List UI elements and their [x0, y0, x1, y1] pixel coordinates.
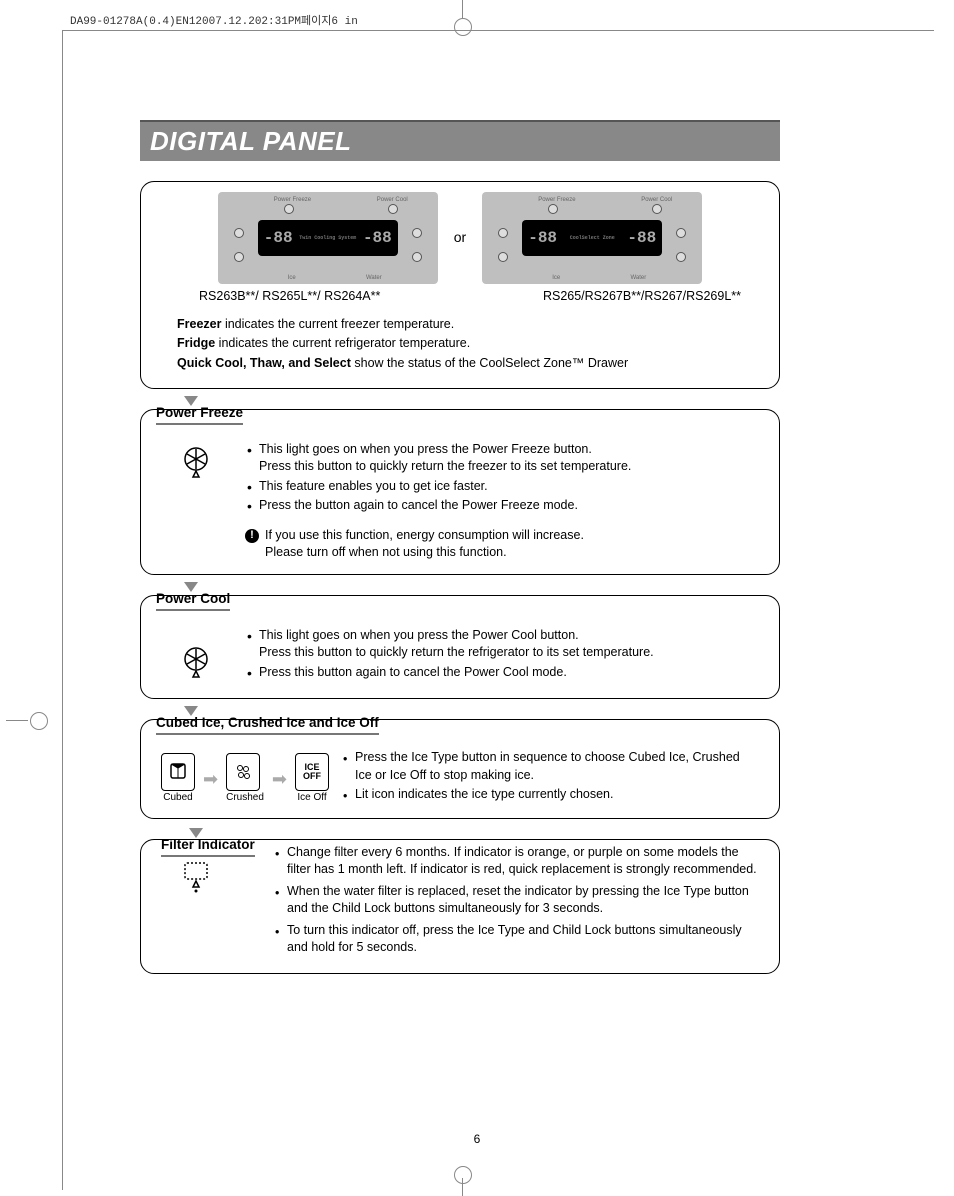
- arrow-icon: ➡: [272, 767, 287, 792]
- power-freeze-box: Power Freeze This light goes on when you…: [140, 409, 780, 575]
- panel-label: Water: [366, 274, 382, 282]
- bullet: Lit icon indicates the ice type currentl…: [343, 786, 759, 804]
- panel-description: Freezer indicates the current freezer te…: [177, 316, 759, 373]
- section-title: Filter Indicator: [161, 836, 255, 857]
- ice-label: Crushed: [226, 791, 264, 805]
- panel-label: Ice: [552, 274, 560, 282]
- warning-note: ! If you use this function, energy consu…: [245, 527, 759, 562]
- control-panel-image-left: Power Freeze Power Cool -88Twin Cooling …: [218, 192, 438, 284]
- section-title: Power Freeze: [156, 404, 243, 425]
- panel-label: Power Freeze: [274, 196, 311, 204]
- section-title: Cubed Ice, Crushed Ice and Ice Off: [156, 714, 379, 735]
- cubed-ice-icon: [161, 753, 195, 791]
- ice-label: Ice Off: [295, 791, 329, 805]
- bullet: Press the Ice Type button in sequence to…: [343, 749, 759, 784]
- bullet: Change filter every 6 months. If indicat…: [275, 844, 759, 879]
- control-panel-image-right: Power Freeze Power Cool -88CoolSelect Zo…: [482, 192, 702, 284]
- filter-indicator-box: Filter Indicator Change filter every 6 m…: [140, 839, 780, 974]
- arrow-icon: ➡: [203, 767, 218, 792]
- seg-display: -88: [264, 227, 293, 249]
- filter-icon: [181, 861, 211, 895]
- seg-display: -88: [627, 227, 656, 249]
- page-number: 6: [0, 1132, 954, 1146]
- warning-icon: !: [245, 529, 259, 543]
- seg-display: -88: [528, 227, 557, 249]
- bullet: Press this button again to cancel the Po…: [247, 664, 759, 682]
- section-title: Power Cool: [156, 590, 230, 611]
- power-cool-box: Power Cool This light goes on when you p…: [140, 595, 780, 699]
- bullet: This feature enables you to get ice fast…: [247, 478, 759, 496]
- page-title: DIGITAL PANEL: [140, 120, 780, 161]
- panel-label: Power Freeze: [538, 196, 575, 204]
- model-label-right: RS265/RS267B**/RS267/RS269L**: [543, 288, 741, 306]
- panel-label: Ice: [288, 274, 296, 282]
- ice-label: Cubed: [161, 791, 195, 805]
- bullet: This light goes on when you press the Po…: [247, 627, 759, 662]
- panel-overview-box: Power Freeze Power Cool -88Twin Cooling …: [140, 181, 780, 389]
- bullet: When the water filter is replaced, reset…: [275, 883, 759, 918]
- ice-type-box: Cubed Ice, Crushed Ice and Ice Off Cubed…: [140, 719, 780, 818]
- model-label-left: RS263B**/ RS265L**/ RS264A**: [199, 288, 380, 306]
- bullet: This light goes on when you press the Po…: [247, 441, 759, 476]
- ice-off-icon: ICE OFF: [295, 753, 329, 791]
- panel-label: Water: [630, 274, 646, 282]
- bullet: To turn this indicator off, press the Ic…: [275, 922, 759, 957]
- ice-sequence: Cubed ➡ Crushed ➡ ICE OFF Ice Off: [161, 753, 329, 805]
- crop-line: [62, 30, 934, 31]
- crop-mark: [448, 1160, 478, 1190]
- snowflake-icon: [180, 645, 212, 681]
- crop-line: [62, 30, 63, 1190]
- snowflake-icon: [180, 445, 212, 481]
- crushed-ice-icon: [226, 753, 260, 791]
- seg-display: -88: [363, 227, 392, 249]
- doc-header: DA99-01278A(0.4)EN12007.12.202:31PM페이지6 …: [70, 12, 358, 28]
- bullet: Press the button again to cancel the Pow…: [247, 497, 759, 515]
- crop-mark: [448, 8, 478, 38]
- or-label: or: [448, 228, 472, 248]
